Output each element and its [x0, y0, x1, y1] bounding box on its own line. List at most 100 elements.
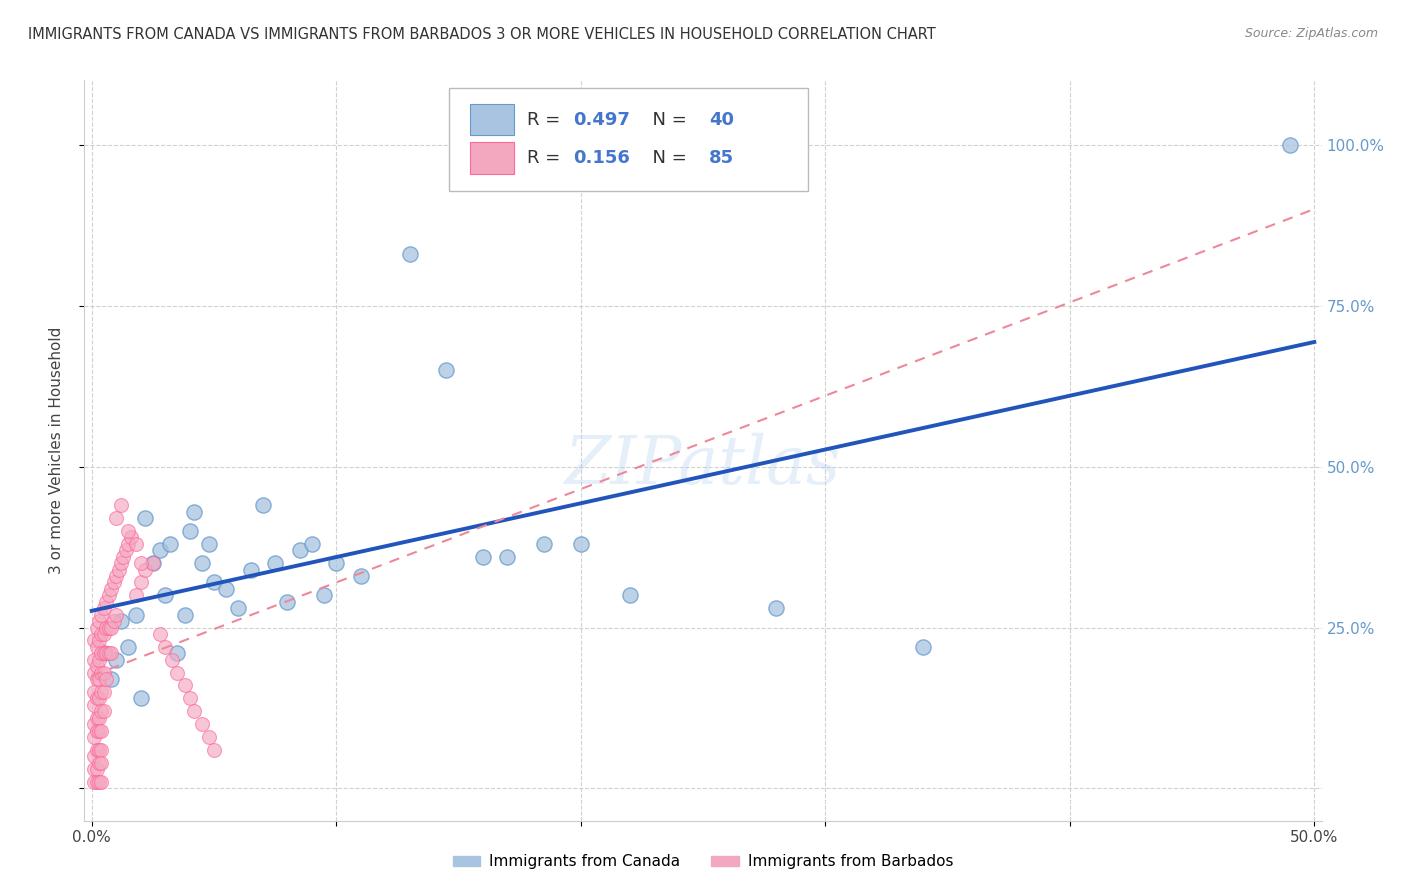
Point [90, 704, 112, 718]
Text: N =: N = [641, 149, 693, 167]
Point [97, 646, 120, 660]
Text: 0.156: 0.156 [574, 149, 630, 167]
Point [115, 543, 138, 558]
Text: Source: ZipAtlas.com: Source: ZipAtlas.com [1244, 27, 1378, 40]
Point [533, 537, 555, 551]
Text: R =: R = [527, 111, 567, 128]
Point [87, 775, 110, 789]
Text: IMMIGRANTS FROM CANADA VS IMMIGRANTS FROM BARBADOS 3 OR MORE VEHICLES IN HOUSEHO: IMMIGRANTS FROM CANADA VS IMMIGRANTS FRO… [28, 27, 936, 42]
FancyBboxPatch shape [450, 87, 808, 191]
Point [765, 601, 787, 615]
Point [103, 575, 125, 590]
Point [142, 556, 165, 570]
Point [93, 646, 115, 660]
Point [86, 659, 108, 673]
Point [90, 627, 112, 641]
Bar [471, 104, 513, 135]
Point [153, 640, 176, 654]
Point [112, 549, 135, 564]
Point [96, 620, 118, 634]
Point [103, 614, 125, 628]
Point [117, 640, 139, 654]
Point [83, 685, 105, 699]
Point [434, 363, 457, 377]
Point [97, 588, 120, 602]
Point [252, 498, 274, 512]
Point [149, 543, 172, 558]
Point [86, 691, 108, 706]
Point [183, 505, 205, 519]
Point [110, 614, 132, 628]
Point [162, 653, 184, 667]
Point [107, 563, 129, 577]
Point [90, 775, 112, 789]
Point [87, 672, 110, 686]
Point [912, 640, 935, 654]
Point [125, 588, 148, 602]
Point [86, 672, 108, 686]
Point [83, 717, 105, 731]
Point [325, 556, 347, 570]
Point [264, 556, 287, 570]
Point [149, 627, 172, 641]
Point [312, 588, 335, 602]
Point [569, 537, 592, 551]
Point [117, 537, 139, 551]
Point [350, 569, 373, 583]
Point [173, 678, 195, 692]
Point [86, 775, 108, 789]
Point [83, 749, 105, 764]
Point [142, 556, 165, 570]
Point [86, 620, 108, 634]
Point [87, 614, 110, 628]
Point [105, 569, 128, 583]
Point [166, 665, 188, 680]
Point [83, 633, 105, 648]
Point [96, 672, 118, 686]
Point [87, 723, 110, 738]
Point [90, 607, 112, 622]
Point [90, 723, 112, 738]
Point [215, 582, 238, 596]
Point [228, 601, 250, 615]
Point [83, 653, 105, 667]
Point [93, 665, 115, 680]
Point [83, 762, 105, 776]
Point [83, 665, 105, 680]
Bar [471, 143, 513, 174]
Point [90, 665, 112, 680]
Point [288, 543, 311, 558]
Point [198, 730, 221, 744]
Point [166, 646, 188, 660]
Point [87, 653, 110, 667]
Point [100, 582, 122, 596]
Point [86, 743, 108, 757]
Point [87, 691, 110, 706]
Point [86, 640, 108, 654]
Point [87, 756, 110, 770]
Point [105, 607, 128, 622]
Point [83, 730, 105, 744]
Point [129, 575, 152, 590]
Point [202, 575, 225, 590]
Text: 40: 40 [709, 111, 734, 128]
Point [1278, 137, 1301, 152]
Point [183, 704, 205, 718]
Point [276, 595, 298, 609]
Point [134, 511, 156, 525]
Point [179, 691, 201, 706]
Point [159, 537, 181, 551]
Point [179, 524, 201, 538]
Text: N =: N = [641, 111, 693, 128]
Point [93, 704, 115, 718]
Point [90, 743, 112, 757]
Point [134, 563, 156, 577]
Point [110, 556, 132, 570]
Point [239, 563, 262, 577]
Point [125, 607, 148, 622]
Point [110, 498, 132, 512]
Point [87, 743, 110, 757]
Point [398, 247, 420, 261]
Point [153, 588, 176, 602]
Point [202, 743, 225, 757]
